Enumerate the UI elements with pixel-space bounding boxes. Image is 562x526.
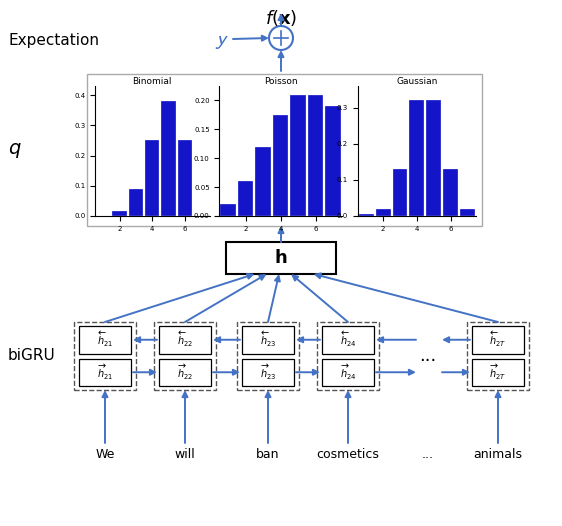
Text: $\overleftarrow{h}_{2T}$: $\overleftarrow{h}_{2T}$: [490, 330, 506, 349]
Bar: [472, 359, 524, 386]
Bar: [129, 189, 143, 216]
Bar: [161, 101, 176, 216]
Text: will: will: [175, 448, 196, 460]
Bar: [359, 214, 374, 216]
Text: We: We: [96, 448, 115, 460]
Text: cosmetics: cosmetics: [316, 448, 379, 460]
Text: $\overrightarrow{h}_{23}$: $\overrightarrow{h}_{23}$: [260, 362, 276, 382]
Bar: [322, 359, 374, 386]
Text: $q$: $q$: [8, 140, 22, 159]
Bar: [237, 322, 299, 390]
Bar: [460, 209, 475, 216]
Bar: [238, 181, 253, 216]
Text: $\overrightarrow{h}_{2T}$: $\overrightarrow{h}_{2T}$: [490, 362, 506, 382]
Text: animals: animals: [474, 448, 523, 460]
Bar: [159, 359, 211, 386]
Bar: [317, 322, 379, 390]
Text: $\overrightarrow{h}_{24}$: $\overrightarrow{h}_{24}$: [339, 362, 356, 382]
Bar: [74, 322, 136, 390]
Bar: [427, 100, 441, 216]
Bar: [79, 326, 131, 353]
Text: $\overleftarrow{h}_{21}$: $\overleftarrow{h}_{21}$: [97, 330, 113, 349]
Bar: [220, 205, 236, 216]
Text: biGRU: biGRU: [8, 349, 56, 363]
Bar: [226, 242, 336, 274]
Bar: [154, 322, 216, 390]
Bar: [159, 326, 211, 353]
Text: Expectation: Expectation: [8, 34, 99, 48]
Bar: [467, 322, 529, 390]
Title: Gaussian: Gaussian: [396, 77, 438, 86]
Bar: [242, 359, 294, 386]
Bar: [410, 100, 424, 216]
Title: Poisson: Poisson: [264, 77, 297, 86]
Text: ...: ...: [422, 448, 434, 460]
Bar: [145, 140, 160, 216]
Bar: [291, 95, 306, 216]
Text: $f(\mathbf{x})$: $f(\mathbf{x})$: [265, 8, 297, 28]
Bar: [308, 95, 323, 216]
Text: $\mathbf{h}$: $\mathbf{h}$: [274, 249, 288, 267]
Title: Binomial: Binomial: [133, 77, 172, 86]
Text: $\overleftarrow{h}_{22}$: $\overleftarrow{h}_{22}$: [177, 330, 193, 349]
Bar: [375, 209, 391, 216]
Bar: [87, 74, 482, 226]
Bar: [322, 326, 374, 353]
Bar: [443, 169, 458, 216]
Bar: [79, 359, 131, 386]
Text: $\overleftarrow{h}_{23}$: $\overleftarrow{h}_{23}$: [260, 330, 276, 349]
Text: $\overleftarrow{h}_{24}$: $\overleftarrow{h}_{24}$: [339, 330, 356, 349]
Text: $\mathcal{y}$: $\mathcal{y}$: [215, 31, 229, 51]
Text: ban: ban: [256, 448, 280, 460]
Bar: [112, 211, 127, 216]
Bar: [273, 115, 288, 216]
Bar: [325, 106, 341, 216]
Bar: [242, 326, 294, 353]
Text: $\overrightarrow{h}_{22}$: $\overrightarrow{h}_{22}$: [177, 362, 193, 382]
Bar: [256, 147, 271, 216]
Text: $\overrightarrow{h}_{21}$: $\overrightarrow{h}_{21}$: [97, 362, 113, 382]
Bar: [178, 140, 192, 216]
Text: ...: ...: [419, 347, 437, 365]
Bar: [472, 326, 524, 353]
Bar: [392, 169, 407, 216]
